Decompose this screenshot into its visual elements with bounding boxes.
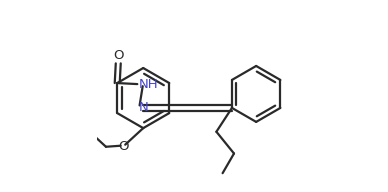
Text: NH: NH	[139, 78, 159, 91]
Text: N: N	[139, 101, 149, 114]
Text: O: O	[113, 49, 123, 62]
Text: O: O	[118, 140, 128, 153]
